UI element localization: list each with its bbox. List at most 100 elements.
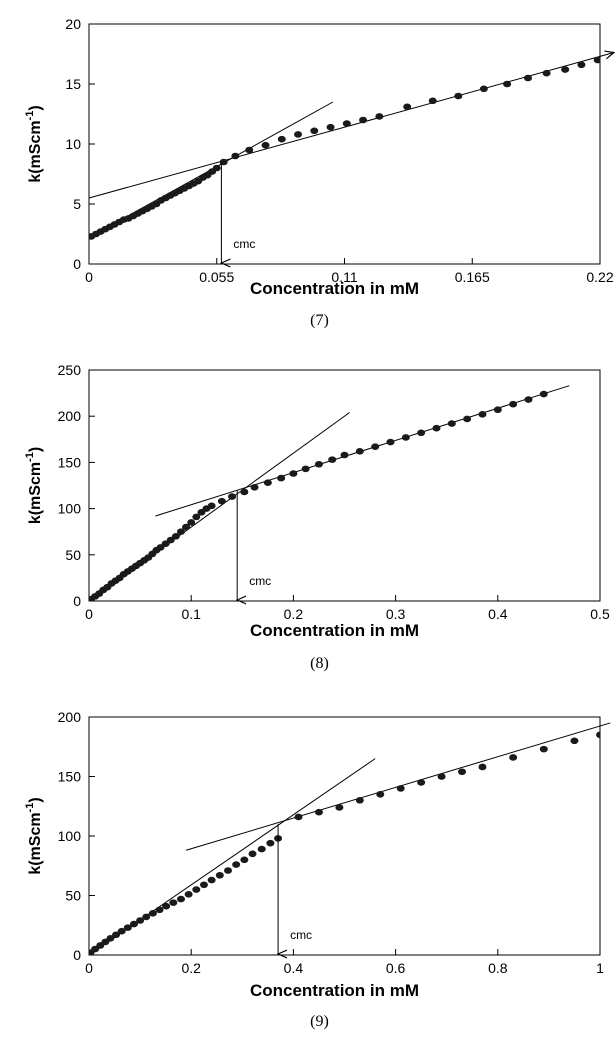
data-point (257, 845, 266, 853)
chart-9: 0 0.2 0.4 0.6 0.8 1 0 50 100 150 200 Concentration … (24, 709, 611, 1030)
x-tick-label: 0.165 (455, 269, 490, 285)
data-point (509, 400, 518, 408)
y-tick-label: 100 (58, 501, 82, 517)
cmc-label: cmc (290, 928, 312, 942)
x-tick-label: 0 (85, 269, 93, 285)
data-point (301, 465, 310, 473)
data-point (123, 924, 132, 931)
data-point (542, 69, 551, 77)
data-point (463, 415, 472, 423)
data-point (386, 438, 395, 446)
x-axis-label: Concentration in mM (250, 279, 419, 298)
data-point (376, 791, 385, 798)
x-axis-label: Concentration in mM (250, 621, 419, 640)
data-point (207, 876, 216, 884)
x-tick-label: 0.4 (284, 960, 304, 976)
y-axis-label-close: ) (27, 797, 44, 802)
y-axis-label: k(mScm-1) (24, 105, 44, 182)
data-point (335, 804, 344, 811)
y-tick-label: 150 (58, 454, 82, 470)
data-point (199, 881, 208, 889)
data-point (314, 460, 323, 468)
y-tick-label: 100 (58, 828, 82, 844)
y-axis-label: k(mScm-1) (24, 447, 44, 524)
y-axis-label-sup: -1 (24, 452, 36, 462)
fit-line (88, 53, 614, 199)
data-point (493, 406, 502, 414)
y-axis-label-main: k(mScm (27, 462, 44, 524)
plot-frame (88, 716, 601, 956)
plot-frame (88, 23, 601, 265)
data-point (192, 886, 201, 893)
data-point (359, 116, 368, 124)
data-point (509, 754, 518, 761)
data-point (261, 141, 270, 149)
data-point (182, 523, 191, 531)
x-tick-label: 0.22 (586, 269, 613, 285)
data-point (171, 533, 180, 540)
data-point (192, 513, 201, 521)
data-series (89, 731, 600, 955)
data-point (215, 871, 224, 879)
y-tick-label: 10 (65, 136, 81, 152)
data-point (294, 131, 303, 138)
data-point (570, 737, 579, 745)
data-point (294, 813, 303, 821)
data-point (223, 867, 232, 874)
data-point (539, 390, 548, 398)
data-point (432, 424, 441, 432)
y-tick-label: 15 (65, 76, 81, 92)
data-point (454, 92, 463, 100)
data-point (277, 474, 286, 482)
chart-8: 0 0.1 0.2 0.3 0.4 0.5 0 50 100 150 200 250 Concentra… (24, 362, 610, 672)
x-tick-label: 0 (85, 606, 93, 622)
y-axis-label-sup: -1 (24, 111, 36, 121)
data-point (503, 80, 512, 88)
x-tick-label: 0.8 (488, 960, 508, 976)
x-tick-label: 1 (596, 960, 604, 976)
x-tick-label: 0.2 (181, 960, 201, 976)
cmc-label: cmc (233, 237, 255, 251)
figure-caption: (7) (310, 312, 329, 329)
data-point (289, 470, 298, 477)
data-point (187, 519, 196, 526)
data-point (212, 164, 221, 172)
figure-caption: (9) (310, 1013, 329, 1030)
data-point (266, 839, 275, 847)
y-axis-label-main: k(mScm (27, 812, 44, 874)
y-tick-label: 200 (58, 709, 82, 725)
data-point (355, 448, 364, 455)
data-point (523, 74, 532, 82)
data-point (184, 891, 193, 898)
y-tick-label: 20 (65, 16, 81, 32)
data-point (447, 420, 456, 427)
data-point (176, 528, 185, 535)
data-point (428, 97, 437, 105)
x-tick-label: 0.6 (386, 960, 406, 976)
y-tick-label: 0 (73, 593, 81, 609)
data-point (310, 127, 319, 135)
data-point (217, 497, 226, 505)
y-axis-label: k(mScm-1) (24, 797, 44, 874)
data-point (169, 899, 178, 906)
y-tick-label: 250 (58, 362, 82, 378)
data-point (232, 861, 241, 868)
x-axis-label: Concentration in mM (250, 981, 419, 1000)
data-point (148, 910, 157, 917)
x-tick-label: 0.5 (590, 606, 610, 622)
data-point (240, 488, 249, 496)
data-point (263, 479, 272, 487)
data-point (561, 66, 570, 73)
y-tick-label: 150 (58, 769, 82, 785)
data-point (277, 135, 286, 143)
data-series (89, 56, 600, 240)
data-point (326, 123, 335, 131)
data-point (401, 434, 410, 441)
plot-frame (88, 369, 601, 602)
data-point (207, 502, 216, 510)
data-point (176, 895, 185, 903)
data-point (250, 484, 259, 491)
data-point (142, 913, 151, 921)
y-axis-label-sup: -1 (24, 803, 36, 813)
data-point (417, 429, 426, 437)
